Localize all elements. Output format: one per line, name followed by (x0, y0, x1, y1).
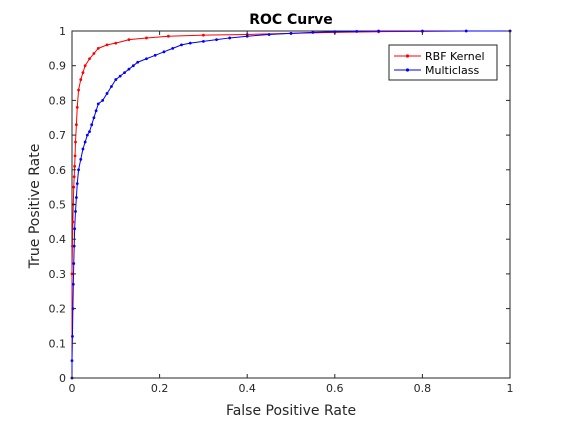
data-point (162, 50, 166, 54)
series-multiclass (70, 29, 512, 380)
y-tick-label: 0.2 (49, 303, 67, 316)
data-point (145, 36, 148, 40)
data-point (74, 123, 78, 127)
data-point (267, 33, 271, 36)
y-tick-label: 0.4 (49, 233, 67, 246)
data-point (81, 147, 85, 151)
data-point (131, 64, 135, 68)
data-point (75, 182, 79, 186)
x-tick-label: 0.2 (151, 382, 169, 395)
data-point (79, 78, 83, 81)
data-point (77, 168, 80, 172)
x-tick-label: 1 (507, 382, 514, 395)
data-point (123, 71, 126, 75)
data-point (72, 185, 76, 189)
data-point (90, 123, 94, 127)
data-point (71, 220, 75, 224)
legend-swatch-marker (405, 54, 410, 58)
data-point (127, 38, 131, 42)
data-point (114, 41, 118, 45)
legend-label: RBF Kernel (425, 50, 485, 63)
data-point (464, 29, 468, 33)
data-point (88, 130, 91, 134)
x-tick-label: 0.8 (414, 382, 432, 395)
data-point (188, 41, 192, 45)
series-layer (70, 29, 512, 380)
data-point (202, 33, 205, 37)
data-point (171, 46, 175, 50)
axes-box (71, 30, 511, 379)
data-point (105, 43, 109, 47)
data-point (355, 29, 359, 33)
legend-swatch-marker (405, 68, 410, 72)
data-point (74, 210, 77, 213)
data-point (72, 262, 76, 265)
data-point (289, 32, 293, 35)
y-axis-title: True Positive Rate (27, 144, 43, 270)
data-point (96, 46, 100, 50)
data-point (92, 52, 96, 55)
data-point (85, 133, 89, 137)
axis-ticks: 0 0.2 0.4 0.6 0.8 1 0 0.1 0.2 0.3 0.4 0.5 0.6 0.7 0.8 0… (49, 25, 514, 395)
data-point (215, 38, 218, 42)
y-tick-label: 0.3 (49, 268, 67, 281)
data-point (88, 57, 91, 61)
y-tick-label: 0.1 (49, 337, 67, 350)
data-point (74, 140, 77, 144)
data-point (180, 43, 183, 47)
data-point (96, 102, 100, 106)
data-point (101, 99, 105, 102)
data-point (153, 53, 157, 57)
legend-label: Multiclass (425, 64, 479, 77)
data-point (311, 30, 315, 34)
y-tick-label: 0.7 (49, 129, 67, 142)
data-point (72, 175, 76, 179)
y-tick-label: 0.9 (49, 60, 67, 73)
data-point (377, 29, 380, 33)
data-point (73, 154, 77, 158)
data-point (166, 34, 170, 38)
data-point (83, 64, 87, 68)
data-point (73, 227, 77, 231)
data-point (136, 60, 140, 64)
y-tick-label: 0.8 (49, 94, 67, 107)
plot-area (71, 30, 511, 379)
x-tick-label: 0.4 (238, 382, 256, 395)
x-tick-label: 0 (69, 382, 76, 395)
data-point (79, 157, 83, 161)
x-tick-label: 0.6 (326, 382, 344, 395)
data-point (83, 140, 87, 144)
y-tick-label: 0.5 (49, 199, 67, 212)
data-point (202, 40, 205, 43)
data-point (127, 67, 131, 71)
y-tick-label: 1 (59, 25, 66, 38)
data-point (73, 164, 77, 168)
y-tick-label: 0 (59, 372, 66, 385)
data-point (75, 105, 79, 109)
data-point (114, 78, 118, 81)
legend-item: RBF Kernel (394, 50, 485, 63)
data-point (77, 88, 80, 92)
legend-item: Multiclass (394, 64, 479, 77)
chart-title: ROC Curve (249, 12, 333, 28)
data-point (145, 57, 148, 61)
data-point (118, 74, 122, 78)
data-point (245, 34, 249, 38)
data-point (70, 359, 74, 363)
data-point (71, 334, 74, 338)
data-point (110, 85, 113, 88)
data-point (92, 116, 96, 120)
x-axis-title: False Positive Rate (226, 403, 356, 419)
data-point (71, 282, 75, 286)
data-point (94, 109, 98, 113)
data-point (105, 92, 109, 95)
data-point (81, 71, 85, 75)
data-point (74, 196, 78, 199)
legend-box (388, 44, 498, 81)
data-point (72, 244, 76, 248)
y-tick-label: 0.6 (49, 164, 67, 177)
data-point (228, 36, 232, 40)
